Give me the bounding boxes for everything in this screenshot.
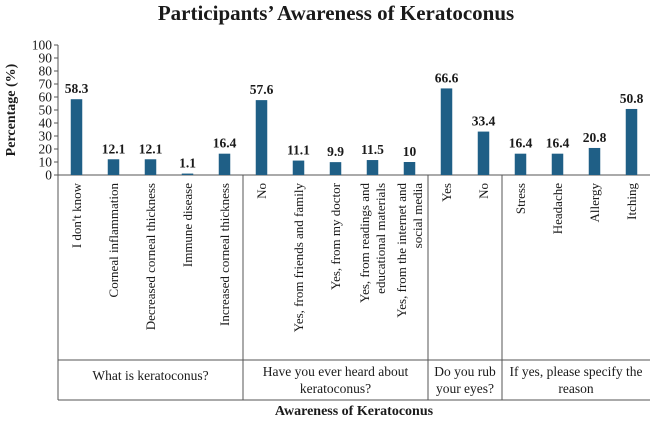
bar bbox=[144, 159, 157, 175]
data-label: 57.6 bbox=[250, 82, 274, 97]
bar bbox=[477, 131, 490, 175]
category-label: I don't know bbox=[69, 182, 84, 248]
data-label: 16.4 bbox=[213, 136, 237, 151]
bar bbox=[292, 160, 305, 175]
data-label: 16.4 bbox=[509, 136, 533, 151]
data-label: 58.3 bbox=[65, 81, 89, 96]
category-label: Immune disease bbox=[180, 183, 195, 267]
data-label: 11.5 bbox=[361, 142, 384, 157]
y-tick-label: 50 bbox=[39, 103, 53, 118]
data-labels: 58.3 12.1 12.1 1.1 16.4 57.6 11.1 9.9 11.5 10 66.6… bbox=[65, 70, 644, 170]
category-label: Itching bbox=[624, 183, 639, 220]
bar bbox=[551, 153, 564, 175]
category-label: Decreased corneal thickness bbox=[143, 183, 158, 330]
category-label: Yes, from the internet and bbox=[394, 183, 409, 318]
category-label: Stress bbox=[513, 183, 528, 214]
y-tick-label: 70 bbox=[39, 77, 53, 92]
category-label: Yes, from friends and family bbox=[291, 183, 306, 333]
bar bbox=[255, 100, 268, 175]
group-label: keratoconus? bbox=[300, 381, 371, 396]
category-label: social media bbox=[410, 183, 425, 249]
bar bbox=[329, 162, 342, 175]
category-label: No bbox=[476, 183, 491, 199]
bar bbox=[366, 160, 379, 175]
y-tick-label: 60 bbox=[39, 90, 53, 105]
category-label: Increased corneal thickness bbox=[217, 183, 232, 326]
y-tick-label: 90 bbox=[39, 51, 53, 66]
data-label: 20.8 bbox=[583, 130, 607, 145]
data-label: 50.8 bbox=[620, 91, 644, 106]
bar bbox=[403, 162, 416, 175]
category-label: Yes, from readings and bbox=[357, 183, 372, 303]
group-label: What is keratoconus? bbox=[92, 368, 208, 383]
bar bbox=[440, 88, 453, 175]
bar bbox=[625, 108, 638, 175]
bar bbox=[588, 147, 601, 175]
category-label: Yes bbox=[439, 183, 454, 202]
data-label: 12.1 bbox=[102, 141, 126, 156]
category-label: Yes, from my doctor bbox=[328, 182, 343, 290]
y-tick-label: 0 bbox=[45, 168, 52, 183]
bar bbox=[107, 159, 120, 175]
category-label: No bbox=[254, 183, 269, 199]
group-label: If yes, please specify the bbox=[509, 364, 642, 379]
y-tick-label: 100 bbox=[32, 38, 53, 53]
group-label: Have you ever heard about bbox=[263, 364, 409, 379]
data-label: 12.1 bbox=[139, 141, 163, 156]
group-label: Do you rub bbox=[434, 364, 496, 379]
category-labels: I don't know Corneal inflammation Decrease… bbox=[69, 182, 639, 332]
chart-title: Participants’ Awareness of Keratoconus bbox=[158, 1, 514, 25]
group-label: reason bbox=[558, 381, 593, 396]
data-label: 1.1 bbox=[179, 156, 196, 171]
y-tick-label: 10 bbox=[39, 155, 53, 170]
y-tick-label: 20 bbox=[39, 142, 53, 157]
data-label: 10 bbox=[403, 144, 417, 159]
category-label: Headache bbox=[550, 183, 565, 234]
bar bbox=[181, 173, 194, 175]
bars bbox=[70, 88, 638, 175]
group-labels: What is keratoconus? Have you ever heard … bbox=[92, 364, 642, 396]
y-tick-label: 80 bbox=[39, 64, 53, 79]
data-label: 33.4 bbox=[472, 114, 496, 129]
data-label: 9.9 bbox=[327, 144, 344, 159]
x-axis-label: Awareness of Keratoconus bbox=[275, 404, 434, 419]
y-tick-label: 30 bbox=[39, 129, 53, 144]
y-tick-label: 40 bbox=[39, 116, 53, 131]
category-label: Allergy bbox=[587, 183, 602, 223]
group-label: your eyes? bbox=[436, 381, 494, 396]
y-axis-label: Percentage (%) bbox=[4, 63, 19, 156]
bar bbox=[514, 153, 527, 175]
data-label: 11.1 bbox=[287, 143, 310, 158]
bar bbox=[218, 153, 231, 175]
bar bbox=[70, 99, 83, 175]
data-label: 16.4 bbox=[546, 136, 570, 151]
category-label: educational materials bbox=[373, 183, 388, 294]
data-label: 66.6 bbox=[435, 70, 459, 85]
category-label: Corneal inflammation bbox=[106, 183, 121, 298]
